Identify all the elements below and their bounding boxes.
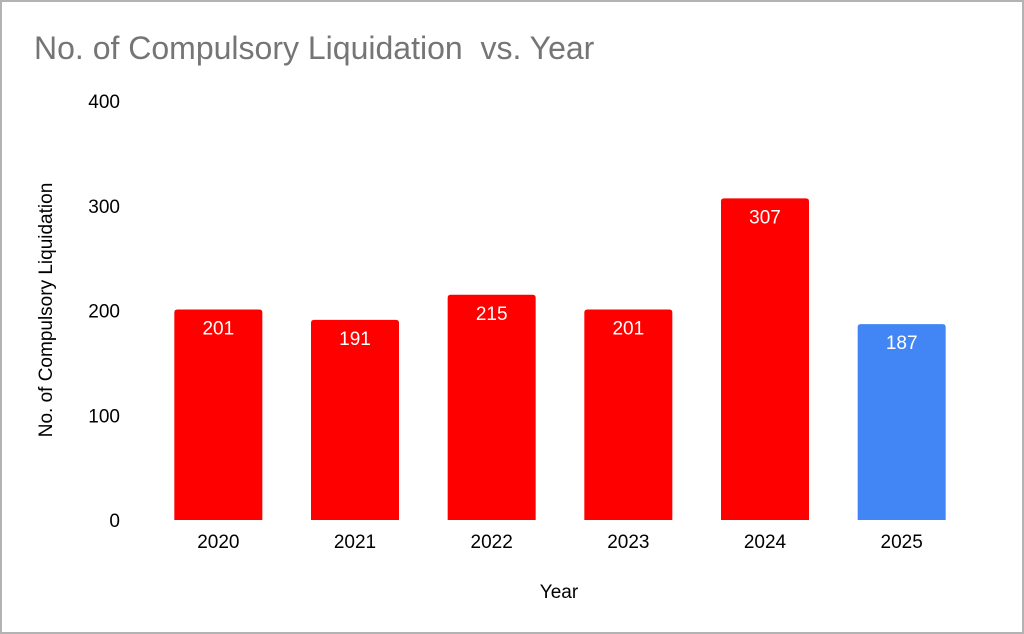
x-tick-label: 2022 bbox=[471, 532, 513, 553]
x-tick-label: 2024 bbox=[744, 532, 787, 553]
chart-title: No. of Compulsory Liquidation vs. Year bbox=[34, 30, 595, 66]
y-tick-label: 0 bbox=[109, 511, 120, 532]
data-label: 191 bbox=[339, 329, 371, 350]
data-label: 187 bbox=[886, 333, 918, 354]
x-tick-label: 2020 bbox=[197, 532, 239, 553]
x-tick-label: 2025 bbox=[881, 532, 923, 553]
bar bbox=[447, 294, 536, 520]
y-tick-label: 100 bbox=[88, 406, 120, 427]
x-tick-label: 2023 bbox=[607, 532, 649, 553]
bar bbox=[857, 324, 946, 520]
y-axis-label: No. of Compulsory Liquidation bbox=[36, 183, 57, 438]
y-tick-label: 400 bbox=[88, 92, 120, 113]
x-axis-label: Year bbox=[540, 582, 579, 603]
data-label: 307 bbox=[749, 207, 781, 228]
data-label: 215 bbox=[476, 304, 508, 325]
bar bbox=[174, 309, 263, 520]
data-label: 201 bbox=[202, 318, 234, 339]
data-label: 201 bbox=[612, 318, 644, 339]
bar bbox=[311, 319, 399, 520]
x-tick-label: 2021 bbox=[334, 532, 376, 553]
bar bbox=[721, 198, 809, 521]
y-tick-label: 300 bbox=[88, 197, 120, 218]
bar bbox=[584, 309, 673, 520]
y-tick-label: 200 bbox=[88, 302, 120, 323]
